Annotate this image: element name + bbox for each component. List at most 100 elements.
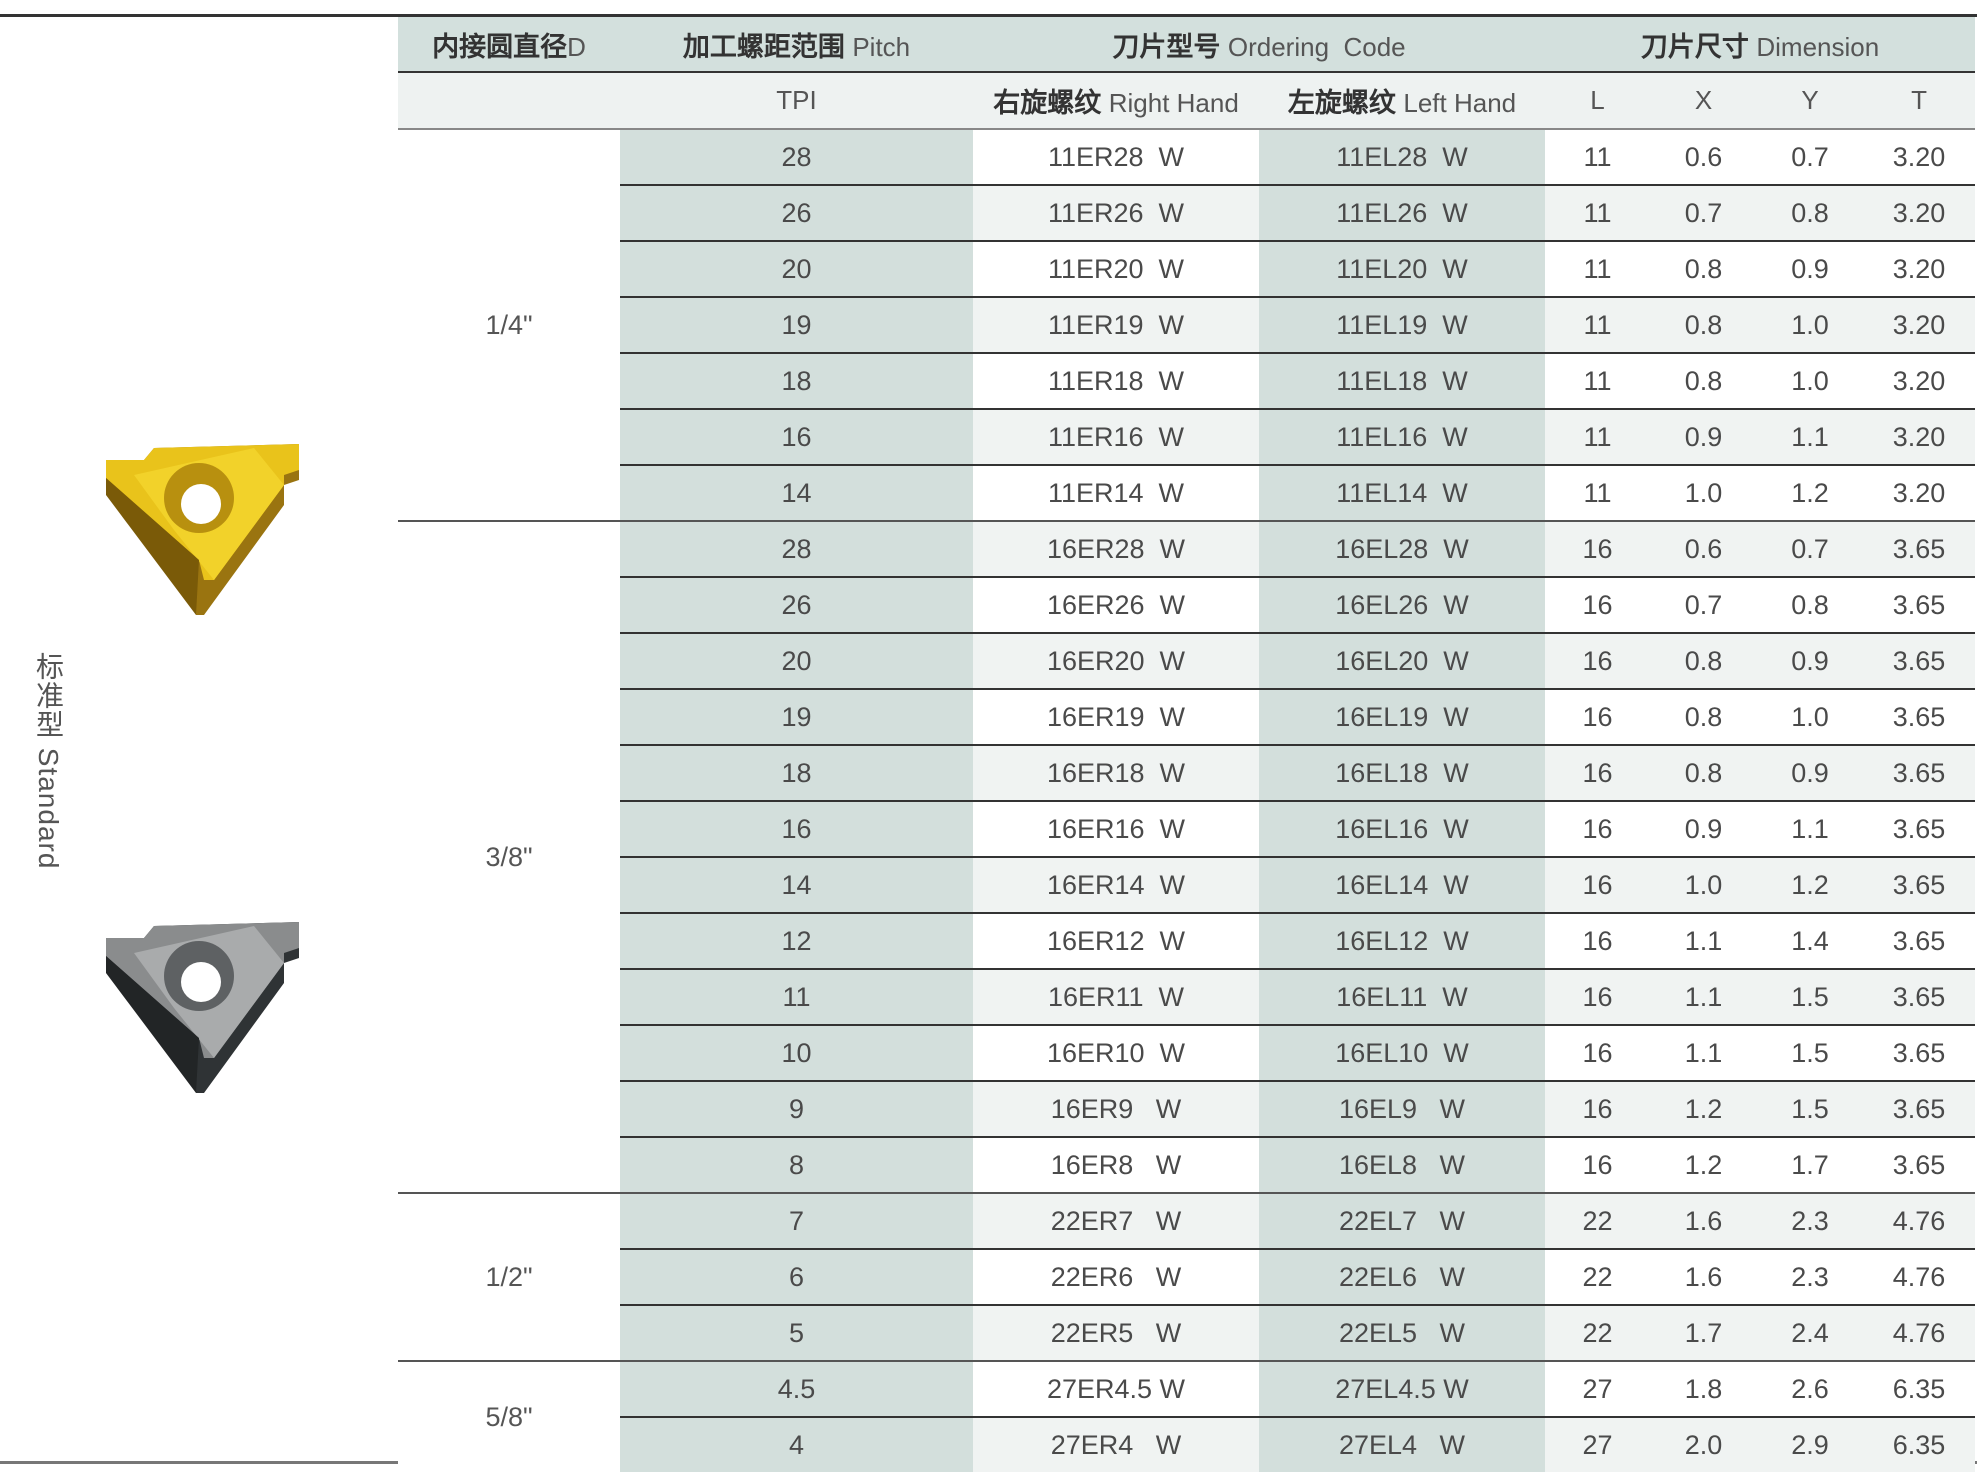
cell-right: 16ER8 W (973, 1137, 1259, 1194)
cell-left: 22EL6 W (1259, 1249, 1545, 1306)
cell-t: 4.76 (1863, 1249, 1976, 1306)
header-tpi: TPI (620, 72, 973, 130)
cell-left: 16EL16 W (1259, 801, 1545, 858)
cell-t: 3.65 (1863, 577, 1976, 634)
table-row: 10 16ER10 W 16EL10 W 16 1.1 1.5 3.65 (398, 1025, 1976, 1082)
insert-spec-table: 内接圆直径D 加工螺距范围 Pitch 刀片型号 Ordering Code 刀… (398, 17, 1976, 1472)
cell-x: 1.1 (1650, 1025, 1757, 1082)
header-blank (398, 72, 620, 130)
cell-t: 3.20 (1863, 353, 1976, 410)
cell-y: 0.7 (1757, 129, 1863, 186)
cell-l: 16 (1545, 969, 1650, 1026)
cell-l: 11 (1545, 353, 1650, 410)
cell-left: 11EL26 W (1259, 185, 1545, 242)
cell-t: 3.20 (1863, 297, 1976, 354)
header-x: X (1650, 72, 1757, 130)
cell-left: 22EL7 W (1259, 1193, 1545, 1250)
cell-right: 11ER14 W (973, 465, 1259, 522)
cell-right: 27ER4.5 W (973, 1361, 1259, 1418)
cell-t: 4.76 (1863, 1305, 1976, 1362)
cell-l: 16 (1545, 857, 1650, 914)
cell-tpi: 5 (620, 1305, 973, 1362)
cell-x: 0.8 (1650, 241, 1757, 298)
cell-left: 11EL14 W (1259, 465, 1545, 522)
cell-t: 3.20 (1863, 409, 1976, 466)
cell-l: 16 (1545, 521, 1650, 578)
header-left-hand: 左旋螺纹 Left Hand (1259, 72, 1545, 130)
cell-tpi: 9 (620, 1081, 973, 1138)
header-y: Y (1757, 72, 1863, 130)
header-row-sub: TPI 右旋螺纹 Right Hand 左旋螺纹 Left Hand L X Y… (398, 72, 1976, 130)
table-row: 14 11ER14 W 11EL14 W 11 1.0 1.2 3.20 (398, 465, 1976, 522)
table-row: 3/8" 28 16ER28 W 16EL28 W 16 0.6 0.7 3.65 (398, 521, 1976, 1194)
cell-right: 16ER14 W (973, 857, 1259, 914)
cell-y: 1.1 (1757, 409, 1863, 466)
cell-l: 27 (1545, 1417, 1650, 1472)
cell-y: 2.4 (1757, 1305, 1863, 1362)
inscribed-diameter-cell: 1/2" (398, 1193, 620, 1362)
cell-l: 16 (1545, 1081, 1650, 1138)
cell-tpi: 4.5 (620, 1361, 973, 1418)
cell-l: 16 (1545, 745, 1650, 802)
cell-left: 16EL20 W (1259, 633, 1545, 690)
cell-x: 1.6 (1650, 1249, 1757, 1306)
table-row: 9 16ER9 W 16EL9 W 16 1.2 1.5 3.65 (398, 1081, 1976, 1138)
cell-y: 2.6 (1757, 1361, 1863, 1418)
cell-y: 1.0 (1757, 689, 1863, 746)
cell-left: 16EL12 W (1259, 913, 1545, 970)
cell-left: 16EL8 W (1259, 1137, 1545, 1194)
cell-l: 16 (1545, 913, 1650, 970)
table-row: 18 11ER18 W 11EL18 W 11 0.8 1.0 3.20 (398, 353, 1976, 410)
cell-t: 3.65 (1863, 913, 1976, 970)
cell-left: 16EL28 W (1259, 521, 1545, 578)
cell-tpi: 19 (620, 689, 973, 746)
cell-tpi: 16 (620, 801, 973, 858)
cell-t: 4.76 (1863, 1193, 1976, 1250)
cell-tpi: 7 (620, 1193, 973, 1250)
cell-t: 3.65 (1863, 857, 1976, 914)
cell-tpi: 6 (620, 1249, 973, 1306)
cell-y: 0.9 (1757, 241, 1863, 298)
cell-x: 0.8 (1650, 297, 1757, 354)
cell-x: 1.1 (1650, 913, 1757, 970)
cell-right: 16ER20 W (973, 633, 1259, 690)
cell-y: 2.9 (1757, 1417, 1863, 1472)
cell-y: 1.1 (1757, 801, 1863, 858)
cell-t: 3.65 (1863, 689, 1976, 746)
cell-l: 16 (1545, 1025, 1650, 1082)
cell-tpi: 26 (620, 185, 973, 242)
cell-x: 1.0 (1650, 857, 1757, 914)
cell-t: 3.65 (1863, 969, 1976, 1026)
cell-right: 22ER7 W (973, 1193, 1259, 1250)
cell-x: 0.8 (1650, 745, 1757, 802)
cell-tpi: 26 (620, 577, 973, 634)
cell-right: 16ER9 W (973, 1081, 1259, 1138)
inscribed-diameter-cell: 3/8" (398, 521, 620, 1194)
table-row: 8 16ER8 W 16EL8 W 16 1.2 1.7 3.65 (398, 1137, 1976, 1194)
cell-right: 27ER4 W (973, 1417, 1259, 1472)
cell-l: 16 (1545, 633, 1650, 690)
gray-threading-insert-icon (106, 922, 299, 1093)
table-row: 1/2" 7 22ER7 W 22EL7 W 22 1.6 2.3 4.76 (398, 1193, 1976, 1362)
cell-t: 3.20 (1863, 185, 1976, 242)
table-row: 1/4" 28 11ER28 W 11EL28 W 11 0.6 0.7 3.20 (398, 129, 1976, 522)
cell-x: 1.6 (1650, 1193, 1757, 1250)
category-label: 标准型 Standard (33, 652, 64, 870)
cell-y: 1.2 (1757, 465, 1863, 522)
cell-tpi: 28 (620, 521, 973, 578)
cell-tpi: 14 (620, 465, 973, 522)
cell-right: 16ER19 W (973, 689, 1259, 746)
cell-l: 11 (1545, 129, 1650, 186)
cell-right: 16ER18 W (973, 745, 1259, 802)
cell-t: 3.65 (1863, 633, 1976, 690)
cell-right: 22ER5 W (973, 1305, 1259, 1362)
table-row: 4 27ER4 W 27EL4 W 27 2.0 2.9 6.35 (398, 1417, 1976, 1472)
cell-y: 0.9 (1757, 745, 1863, 802)
cell-l: 16 (1545, 689, 1650, 746)
cell-tpi: 16 (620, 409, 973, 466)
cell-t: 3.65 (1863, 521, 1976, 578)
header-ordering-code: 刀片型号 Ordering Code (973, 17, 1545, 73)
cell-tpi: 20 (620, 241, 973, 298)
cell-y: 2.3 (1757, 1193, 1863, 1250)
cell-x: 0.6 (1650, 129, 1757, 186)
